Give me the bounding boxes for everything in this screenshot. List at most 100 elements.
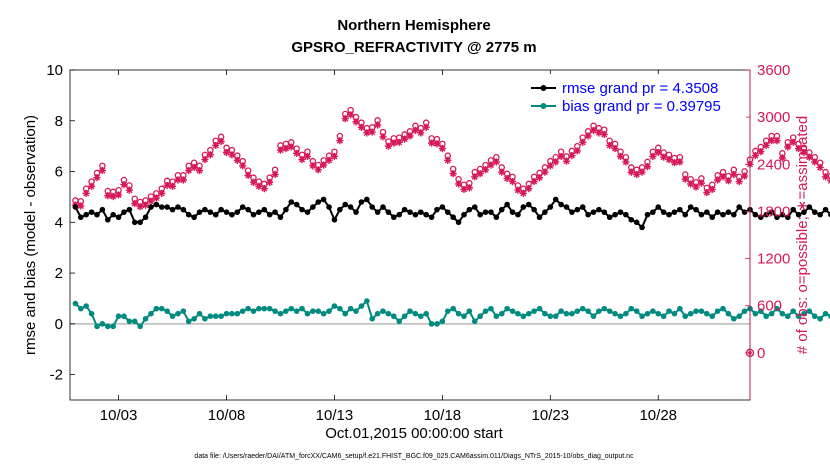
rmse-point [288,199,295,205]
rmse-point [121,209,127,215]
rmse-point [196,209,203,215]
assimilated-obs-point [606,141,614,150]
bias-point [337,305,343,312]
rmse-point [374,209,381,215]
assimilated-obs-point [141,201,150,209]
assimilated-obs-point [401,135,409,143]
bias-point [542,310,548,317]
footer-data-file: data file: /Users/raeder/DAI/ATM_forcXX/… [194,453,634,460]
bias-point [822,310,829,317]
assimilated-obs-point [525,185,533,193]
rmse-point [104,216,111,223]
bias-point [293,308,300,314]
bias-point [461,313,467,320]
rmse-point [358,199,365,205]
assimilated-obs-point [622,158,630,166]
rmse-point [131,219,138,226]
assimilated-obs-point [584,132,592,140]
bias-point [196,310,203,317]
bias-point [391,313,397,320]
rmse-point [741,209,748,215]
bias-point [752,310,759,317]
assimilated-obs-point [471,173,479,181]
bias-point [569,310,575,317]
bias-point [617,313,624,320]
rmse-point [542,209,548,215]
bias-point [99,321,106,327]
assimilated-obs-point [325,156,333,164]
assimilated-obs-point [627,168,635,176]
bias-point [229,310,235,317]
rmse-point [623,211,629,218]
assimilated-obs-point [363,129,371,137]
rmse-point [806,204,813,210]
bias-point [320,310,327,317]
legend-rmse-label: rmse grand pr = 4.3508 [562,80,718,97]
bias-point [590,313,597,320]
assimilated-obs-point [87,182,96,190]
bias-point [720,305,726,312]
assimilated-obs-point [735,177,743,186]
assimilated-obs-point [201,155,209,164]
bias-point [709,313,716,320]
assimilated-obs-point [600,130,608,139]
bias-point [677,305,683,312]
bias-point [660,313,667,320]
rmse-point [245,206,251,213]
rmse-point [299,206,305,213]
bias-point [471,318,478,325]
bias-point [601,305,608,312]
assimilated-obs-point [508,177,517,186]
bias-point [207,313,214,320]
bias-point [347,305,354,312]
bias-point [266,305,273,312]
legend-rmse-marker [540,85,547,91]
assimilated-obs-point [811,158,819,166]
bias-point [115,313,122,320]
rmse-point [380,204,386,210]
rmse-point [191,214,197,221]
bias-point [682,313,689,320]
assimilated-obs-point [579,138,587,146]
assimilated-obs-point [676,158,684,166]
rmse-point [450,214,456,221]
bias-point [596,308,602,314]
assimilated-obs-point [611,144,619,153]
assimilated-obs-point [217,137,225,146]
y-axis-right-label: # of obs: o=possible; ∗=assimilated [794,116,811,355]
bias-point [234,310,241,317]
assimilated-obs-point [239,162,247,170]
bias-point [218,313,224,320]
assimilated-obs-point [158,189,166,197]
rmse-point [466,206,473,213]
rmse-point [704,209,710,215]
bias-point [612,310,618,317]
assimilated-obs-point [649,152,657,161]
assimilated-obs-point [417,129,425,137]
assimilated-obs-point [562,157,571,165]
rmse-point [790,206,796,213]
assimilated-obs-point [481,166,490,174]
bias-point [277,310,284,317]
assimilated-obs-point [249,178,258,186]
rmse-point [574,206,581,213]
rmse-point [272,209,278,215]
chart-subtitle: GPSRO_REFRACTIVITY @ 2775 m [291,39,536,56]
rmse-point [482,209,489,215]
rmse-point [585,211,591,218]
bias-point [256,305,262,312]
bias-point [239,308,246,314]
y-right-tick-label: 2400 [757,156,790,173]
bias-point [88,310,95,317]
assimilated-obs-point [773,137,781,145]
rmse-point [239,204,246,210]
rmse-point [822,206,829,213]
assimilated-obs-point [282,144,290,153]
assimilated-obs-point [438,144,446,153]
y-tick-label: -2 [50,367,63,384]
assimilated-obs-point [816,163,824,172]
bias-point [180,308,187,314]
rmse-series [72,196,830,231]
rmse-point [590,209,597,215]
assimilated-obs-point [670,159,679,167]
